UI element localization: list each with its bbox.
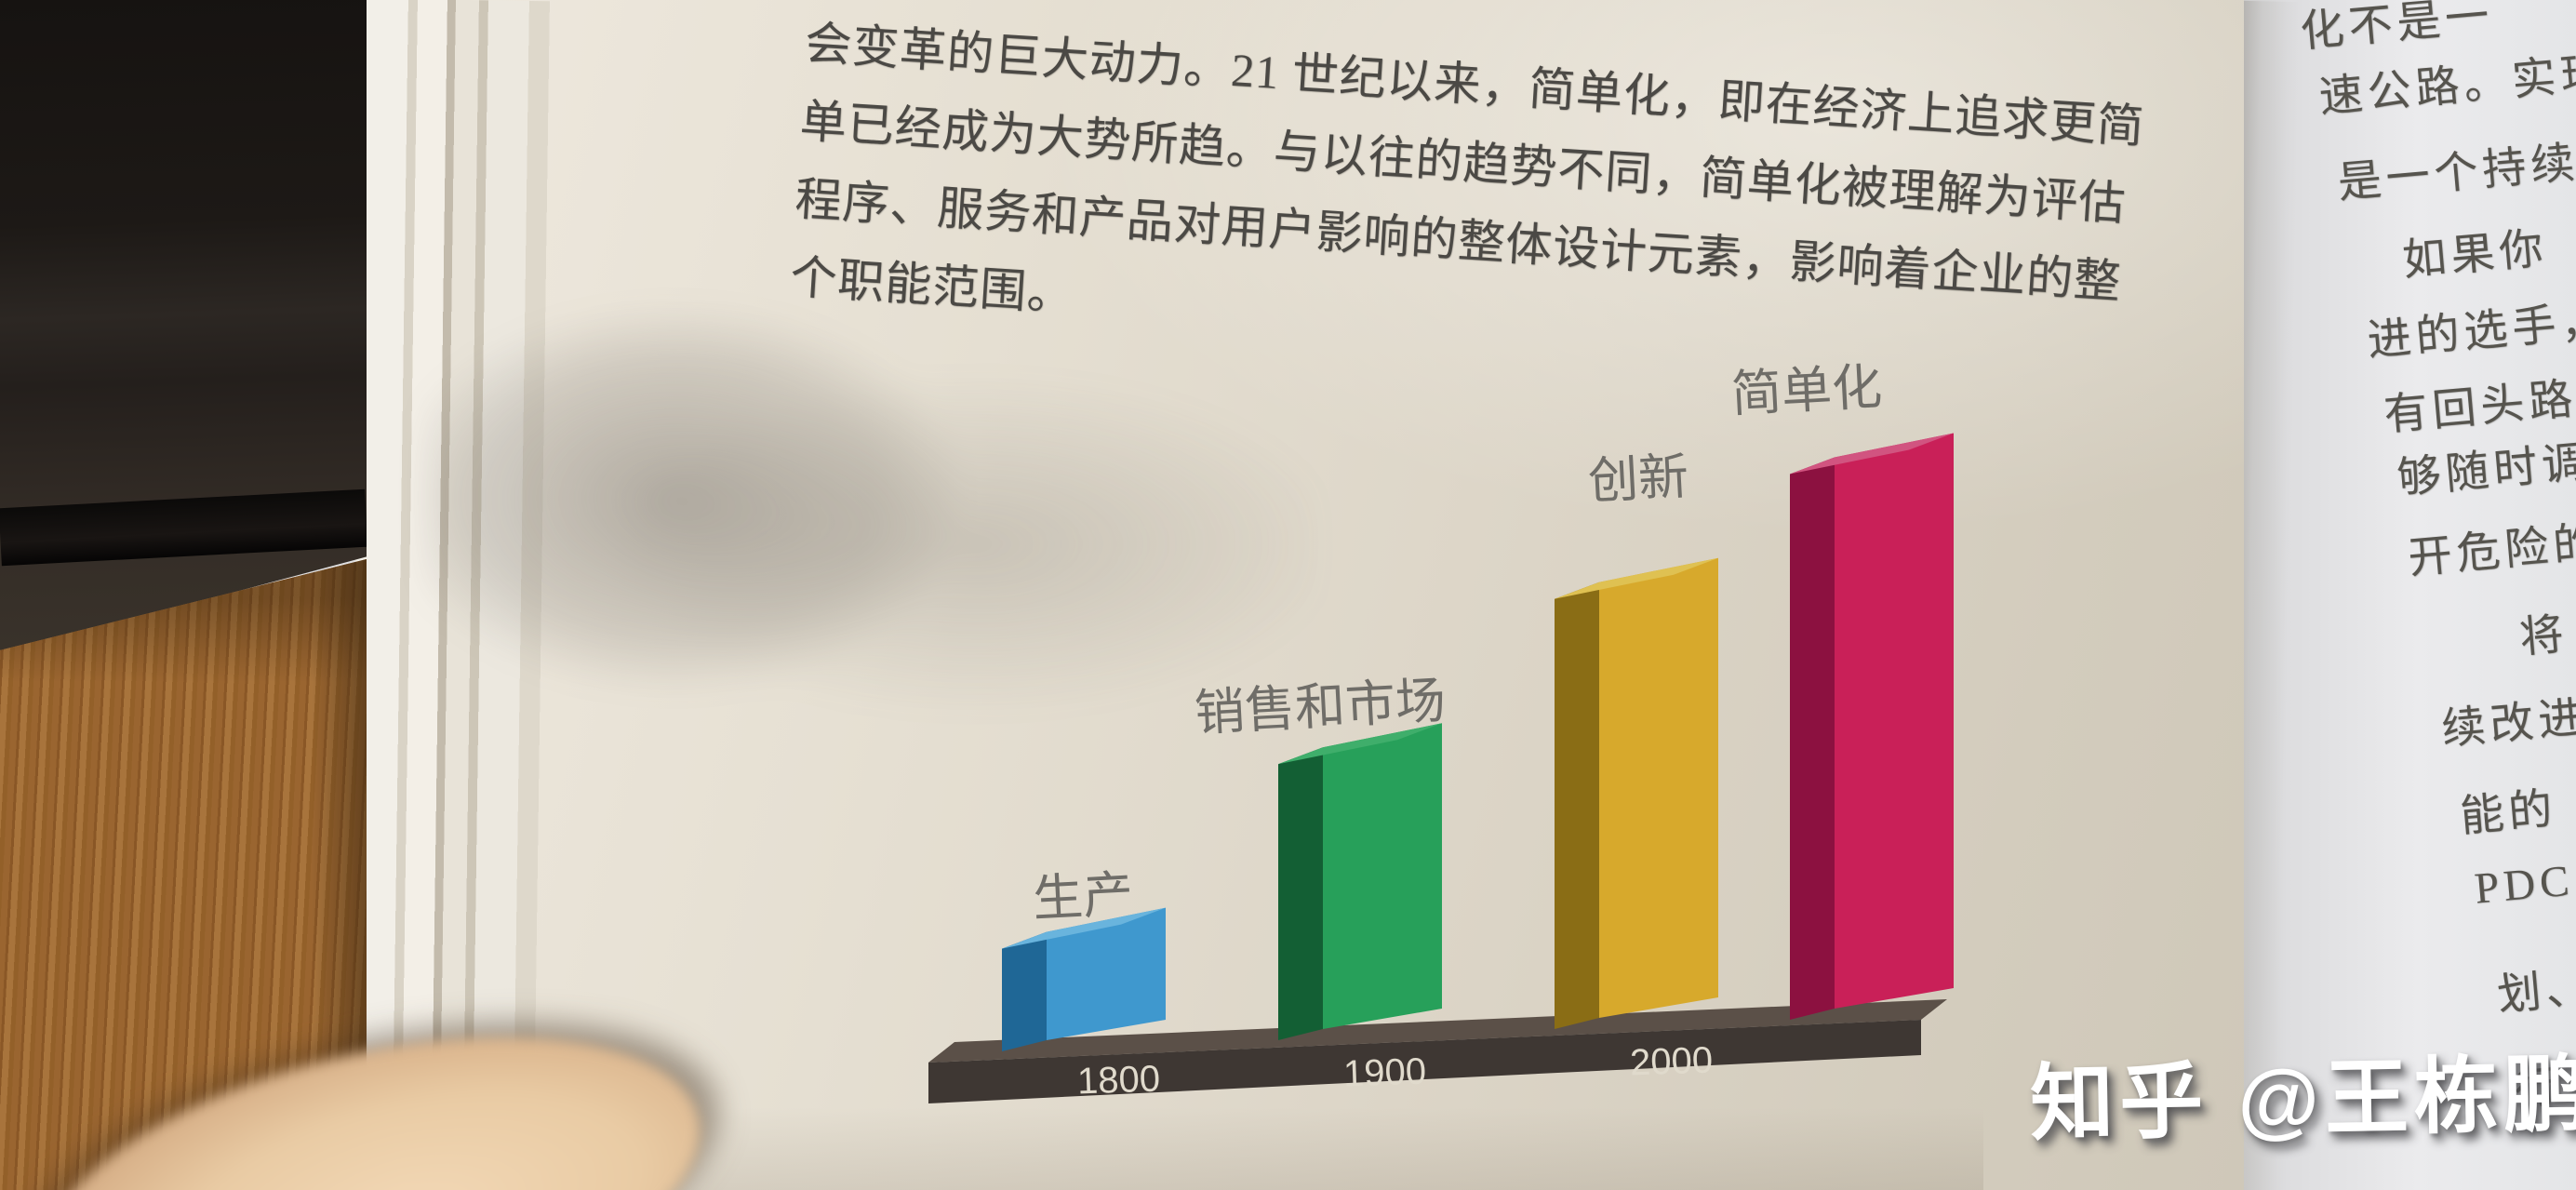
dark-object-glossy-edge — [0, 488, 367, 567]
chart-platform-front — [928, 1020, 1921, 1103]
chart-bar-side — [1790, 457, 1835, 1020]
camera-shadow-blob — [423, 293, 1316, 749]
right-page — [2223, 0, 2576, 1190]
watermark: 知乎 @王栋鹏 — [2029, 1048, 2576, 1152]
axis-tick-label: 1900 — [1342, 1050, 1426, 1094]
chart-bar-side — [1278, 747, 1323, 1040]
dark-object — [0, 0, 367, 655]
chart-bar-front — [1835, 433, 1954, 1009]
wood-table — [0, 558, 367, 1190]
bar-chart: 生产 1800 销售和市场 1900 创新 2000 简单化 — [928, 363, 1954, 1103]
chart-bar-top — [1790, 433, 1954, 475]
chart-bar-front — [1047, 907, 1166, 1040]
right-page-line: 如果你 — [2400, 224, 2550, 286]
bar-label: 销售和市场 — [1194, 673, 1448, 742]
chart-platform-top — [928, 999, 1947, 1063]
chart-bar-top — [1002, 907, 1166, 949]
right-page-line: 续改进 — [2439, 693, 2576, 755]
right-page-line: 将 — [2517, 609, 2570, 663]
right-page-line: PDC — [2472, 856, 2576, 914]
right-page-line: 能的 — [2458, 784, 2559, 842]
bar-label: 简单化 — [1730, 363, 1884, 422]
chart-bar-side — [1002, 931, 1047, 1051]
bar-label: 生产 — [1032, 866, 1135, 928]
axis-tick-label: 2000 — [1629, 1039, 1713, 1083]
axis-tick-label: 1800 — [1076, 1058, 1160, 1102]
chart-bar-front — [1323, 723, 1442, 1029]
chart-bar-top — [1555, 557, 1718, 599]
bar-label: 创新 — [1587, 448, 1690, 510]
chart-bar-top — [1278, 723, 1442, 765]
chart-bar-front — [1599, 557, 1718, 1018]
chart-bar-side — [1555, 582, 1599, 1029]
right-page-line: 划、 — [2495, 963, 2576, 1021]
